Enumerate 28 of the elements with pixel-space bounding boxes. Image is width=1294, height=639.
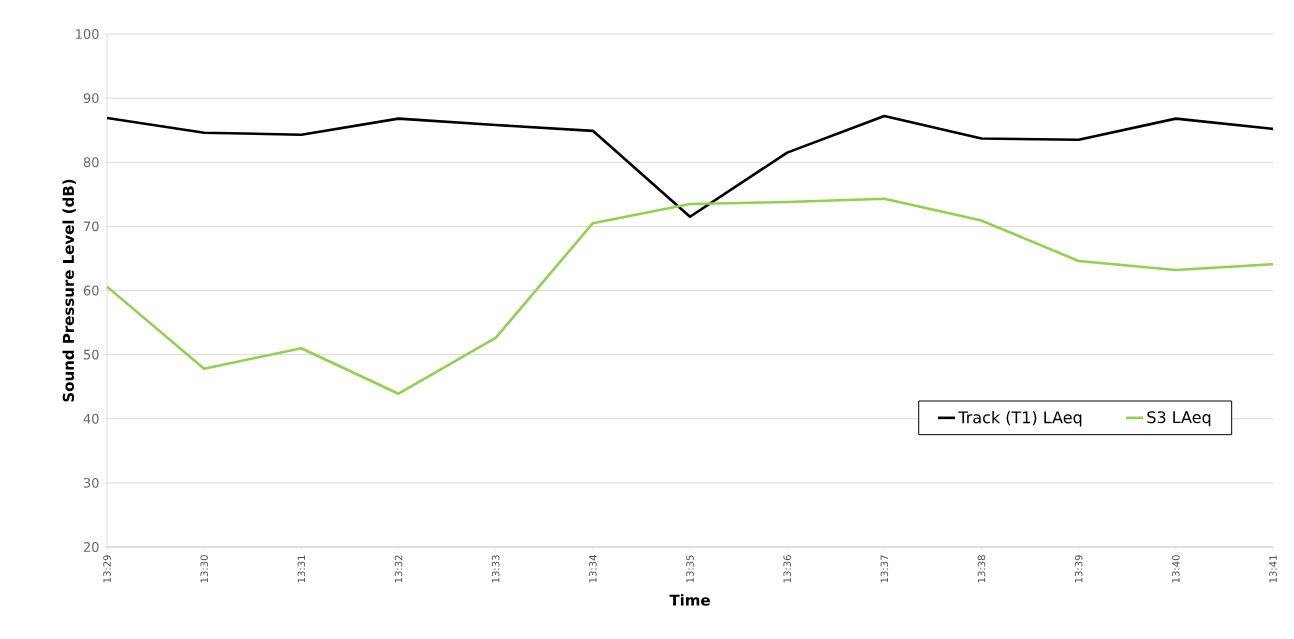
legend-label: Track (T1) LAeq (958, 411, 1082, 427)
y-tick-label: 50 (83, 349, 99, 360)
line-series (107, 197, 1273, 396)
x-tick-label: 13:33 (491, 555, 500, 583)
legend-label: S3 LAeq (1147, 411, 1211, 427)
y-tick-label: 70 (84, 221, 99, 232)
y-tick-label: 80 (83, 157, 99, 168)
y-tick-label: 90 (83, 93, 99, 104)
x-tick-label: 13:34 (589, 555, 597, 583)
y-tick-label: 40 (83, 413, 99, 424)
y-axis-title: Sound Pressure Level (dB) (62, 179, 76, 402)
x-tick-label: 13:31 (297, 555, 306, 583)
y-tick-label: 30 (83, 477, 99, 488)
x-tick-label: 13:32 (394, 555, 403, 583)
y-tick-label: 60 (83, 285, 99, 296)
x-tick-label: 13:29 (103, 555, 111, 583)
y-tick-label: 100 (76, 29, 99, 39)
x-tick-label: 13:35 (686, 555, 694, 583)
x-tick-label: 13:39 (1074, 555, 1083, 583)
x-tick-label: 13:37 (880, 555, 889, 583)
x-tick-label: 13:38 (977, 555, 986, 583)
line-series (107, 114, 1273, 219)
x-tick-label: 13:30 (200, 555, 208, 583)
x-axis-title: Time (669, 594, 710, 606)
y-tick-label: 20 (83, 542, 99, 552)
x-tick-label: 13:41 (1269, 555, 1277, 583)
x-tick-label: 13:40 (1172, 555, 1180, 583)
x-tick-label: 13:36 (783, 555, 791, 583)
